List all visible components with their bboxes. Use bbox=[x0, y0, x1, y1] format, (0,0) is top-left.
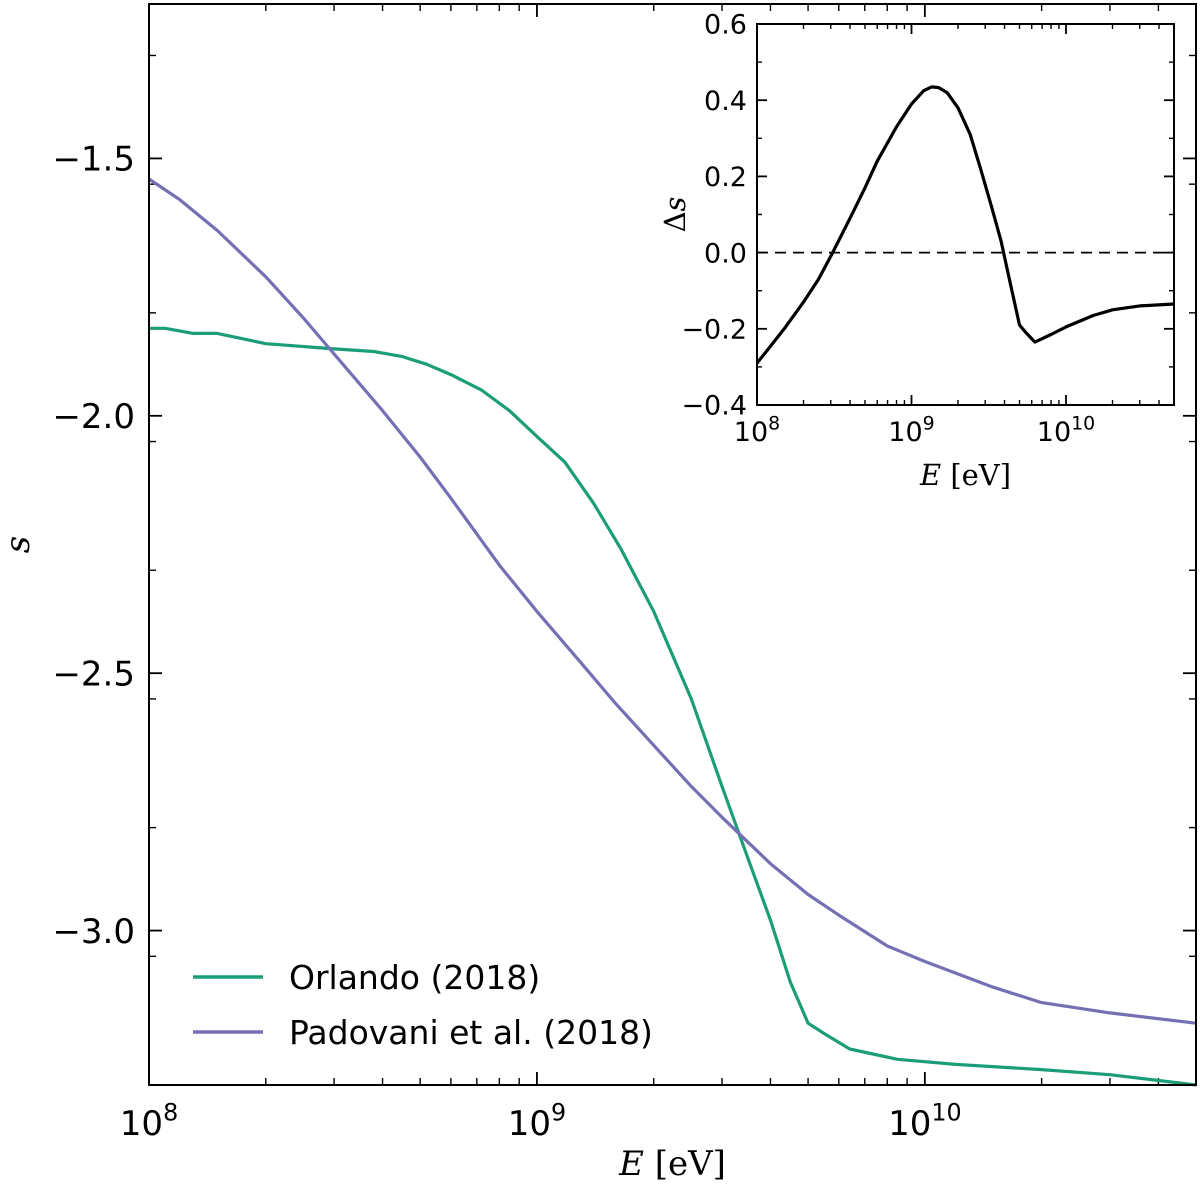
inset-y-axis-variable: s bbox=[658, 197, 692, 212]
inset-x-axis-unit: [eV] bbox=[941, 458, 1011, 492]
inset-plot-frame bbox=[756, 23, 1175, 406]
inset-y-tick-label: 0.6 bbox=[704, 10, 747, 41]
inset-y-tick-label: −0.2 bbox=[681, 315, 747, 346]
main-plot: 108 109 1010−1.5−2.0−2.5−3.0E [eV]sOrlando… bbox=[0, 3, 1197, 1184]
legend-label-1: Orlando (2018) bbox=[289, 958, 540, 997]
inset-y-tick-label: −0.4 bbox=[681, 391, 747, 422]
inset-y-axis-prefix: Δ bbox=[658, 211, 692, 232]
legend: Orlando (2018) Padovani et al. (2018) bbox=[193, 958, 653, 1052]
main-x-tick-label: 108 bbox=[120, 1099, 178, 1144]
inset-y-tick-label: 0.0 bbox=[704, 238, 747, 269]
main-x-axis-variable: E bbox=[618, 1144, 644, 1184]
main-y-tick-label: −1.5 bbox=[52, 140, 135, 180]
legend-entry-1: Orlando (2018) bbox=[193, 958, 540, 997]
inset-x-axis-variable: E bbox=[919, 458, 941, 492]
main-x-axis-label: E [eV] bbox=[618, 1144, 726, 1184]
main-series-line-2 bbox=[148, 177, 1197, 1025]
main-x-axis-unit: [eV] bbox=[644, 1144, 726, 1184]
inset-x-tick-exponent: 9 bbox=[923, 413, 935, 435]
inset-x-tick-label: 109 bbox=[888, 413, 934, 448]
main-series-line-1 bbox=[149, 326, 1197, 1087]
main-y-axis-label: s bbox=[0, 536, 38, 553]
main-x-tick-exponent: 9 bbox=[551, 1099, 566, 1127]
inset-series-line-1 bbox=[755, 85, 1175, 365]
main-x-tick-label: 109 bbox=[508, 1099, 566, 1144]
inset-y-tick-label: 0.4 bbox=[704, 86, 747, 117]
main-y-tick-label: −2.0 bbox=[52, 397, 135, 437]
inset-x-axis-label: E [eV] bbox=[919, 458, 1011, 492]
inset-x-tick-label: 1010 bbox=[1037, 413, 1095, 448]
inset-plot: 10 8 109 1010 −0.4 −0.2 0.0 0.2 0.4 0.6 E [eV] Δs bbox=[658, 10, 1175, 492]
main-x-tick-exponent: 10 bbox=[931, 1099, 961, 1127]
inset-y-axis-label: Δs bbox=[658, 197, 692, 233]
main-x-tick-exponent: 8 bbox=[163, 1099, 178, 1127]
inset-y-tick-label: 0.2 bbox=[704, 162, 747, 193]
main-plot-frame bbox=[148, 3, 1197, 1086]
inset-x-tick-exponent: 10 bbox=[1071, 413, 1095, 435]
inset-x-tick-exponent: 8 bbox=[768, 413, 780, 435]
main-y-tick-label: −3.0 bbox=[52, 912, 135, 952]
legend-label-2: Padovani et al. (2018) bbox=[289, 1013, 653, 1052]
inset-background bbox=[757, 24, 1174, 405]
main-y-tick-label: −2.5 bbox=[52, 654, 135, 694]
legend-entry-2: Padovani et al. (2018) bbox=[193, 1013, 653, 1052]
main-x-tick-label: 1010 bbox=[888, 1099, 962, 1144]
